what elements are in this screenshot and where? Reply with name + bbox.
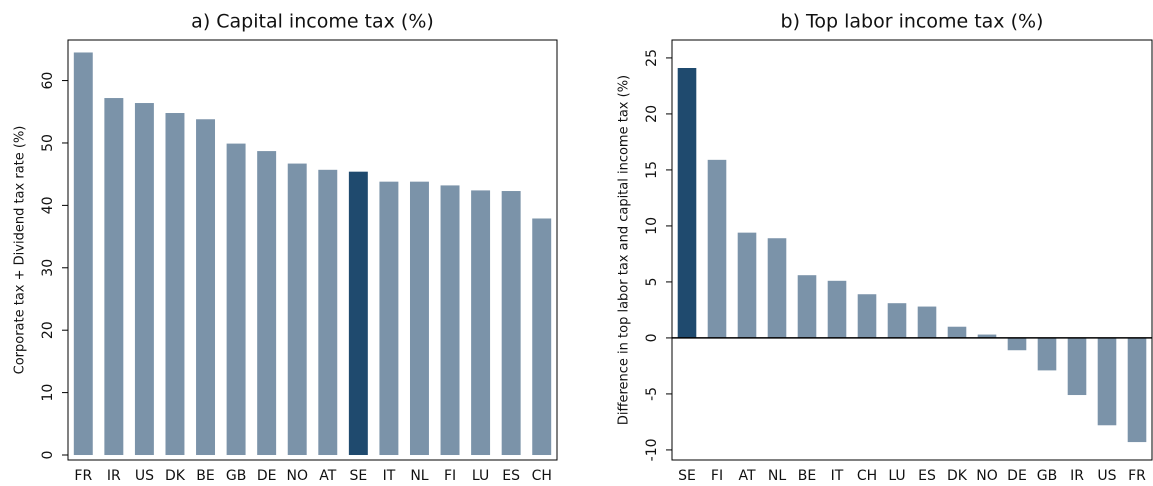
- x-tick-label: FR: [1128, 468, 1146, 484]
- x-tick-label: FR: [74, 468, 92, 484]
- x-tick-label: NL: [410, 468, 428, 484]
- bar: [677, 68, 697, 338]
- y-tick-label: 5: [644, 277, 660, 286]
- x-tick-label: ES: [502, 468, 520, 484]
- bar: [318, 169, 338, 456]
- x-tick-label: SE: [349, 468, 367, 484]
- bar: [532, 218, 552, 456]
- bar: [409, 181, 429, 456]
- bar: [226, 143, 246, 456]
- y-tick-label: 15: [644, 161, 660, 179]
- x-tick-label: US: [1097, 468, 1116, 484]
- bar: [707, 159, 727, 338]
- x-tick-label: FI: [444, 468, 456, 484]
- bar: [857, 294, 877, 338]
- bar: [379, 181, 399, 456]
- bar: [1127, 337, 1147, 443]
- y-tick-label: -10: [644, 438, 660, 461]
- x-tick-label: NO: [286, 468, 308, 484]
- bar: [287, 163, 307, 456]
- x-tick-label: IR: [107, 468, 121, 484]
- bar: [977, 334, 997, 338]
- y-axis-label: Difference in top labor tax and capital …: [617, 75, 632, 425]
- y-tick-label: 60: [40, 72, 56, 90]
- x-tick-label: DK: [165, 468, 186, 484]
- y-tick-label: 10: [40, 384, 56, 402]
- y-tick-label: 0: [644, 333, 660, 342]
- x-tick-label: DE: [1007, 468, 1027, 484]
- bar: [501, 191, 521, 456]
- x-tick-label: IT: [383, 468, 396, 484]
- x-tick-label: FI: [711, 468, 723, 484]
- x-tick-label: GB: [226, 468, 246, 484]
- bar: [827, 280, 847, 338]
- bar: [440, 185, 460, 456]
- plot-frame: [67, 39, 558, 461]
- y-tick-label: 50: [40, 134, 56, 152]
- y-tick-label: 25: [644, 49, 660, 67]
- bar: [104, 98, 124, 456]
- x-tick-label: CH: [857, 468, 877, 484]
- x-tick-label: IT: [831, 468, 844, 484]
- bar: [947, 326, 967, 338]
- y-axis-label: Corporate tax + Dividend tax rate (%): [13, 126, 28, 375]
- y-tick-label: 0: [40, 451, 56, 460]
- bar: [471, 190, 491, 456]
- bar: [917, 306, 937, 338]
- x-tick-label: DK: [947, 468, 968, 484]
- bar: [165, 113, 185, 456]
- x-tick-label: IR: [1070, 468, 1084, 484]
- bar: [348, 171, 368, 456]
- x-tick-label: LU: [888, 468, 905, 484]
- x-tick-label: AT: [738, 468, 755, 484]
- x-tick-label: NL: [768, 468, 786, 484]
- y-tick-label: 10: [644, 217, 660, 235]
- x-tick-label: BE: [196, 468, 214, 484]
- bar: [797, 275, 817, 338]
- plot-frame: [671, 39, 1153, 461]
- chart-title: b) Top labor income tax (%): [781, 11, 1044, 33]
- bar: [767, 238, 787, 338]
- chart-title: a) Capital income tax (%): [191, 11, 434, 33]
- bar: [73, 52, 93, 456]
- x-tick-label: AT: [319, 468, 336, 484]
- x-tick-label: SE: [678, 468, 696, 484]
- x-tick-label: ES: [918, 468, 936, 484]
- bar: [134, 103, 154, 456]
- x-tick-label: GB: [1037, 468, 1057, 484]
- y-tick-label: 30: [40, 259, 56, 277]
- y-tick-label: 20: [644, 105, 660, 123]
- x-tick-label: DE: [257, 468, 277, 484]
- x-tick-label: BE: [798, 468, 816, 484]
- x-tick-label: NO: [976, 468, 998, 484]
- x-tick-label: LU: [472, 468, 489, 484]
- x-tick-label: US: [135, 468, 154, 484]
- bar: [1007, 337, 1027, 351]
- bar: [737, 232, 757, 338]
- y-tick-label: 20: [40, 321, 56, 339]
- y-tick-label: 40: [40, 196, 56, 214]
- x-tick-label: CH: [532, 468, 552, 484]
- bar: [196, 119, 216, 456]
- bar: [1097, 337, 1117, 426]
- bar: [1037, 337, 1057, 371]
- y-tick-label: -5: [644, 387, 660, 401]
- bar: [1067, 337, 1087, 396]
- bar: [887, 303, 907, 338]
- bar: [257, 151, 277, 456]
